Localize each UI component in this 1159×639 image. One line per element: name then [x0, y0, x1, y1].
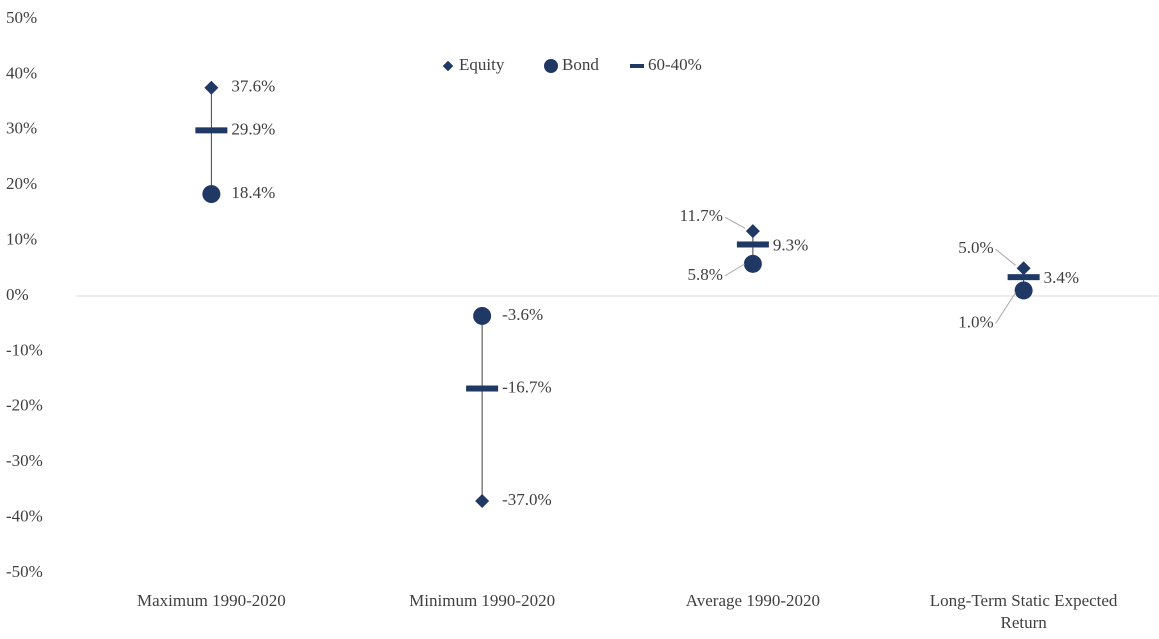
dash-marker: [195, 127, 228, 134]
x-tick-label: Long-Term Static Expected Return: [929, 591, 1118, 632]
diamond-marker: [204, 80, 219, 95]
legend-marker: [544, 59, 558, 73]
circle-marker: [202, 185, 221, 204]
data-label: 29.9%: [231, 119, 275, 138]
data-label: -37.0%: [502, 490, 552, 509]
diamond-marker: [745, 224, 760, 239]
data-label: 9.3%: [773, 235, 808, 254]
x-tick-label: Average 1990-2020: [685, 591, 820, 610]
leader-line: [995, 248, 1016, 266]
data-label: 5.0%: [958, 238, 993, 257]
dash-marker: [1007, 274, 1040, 281]
circle-marker: [473, 306, 492, 325]
y-tick-label: -20%: [6, 396, 43, 415]
y-tick-label: 10%: [6, 230, 37, 249]
data-label: -16.7%: [502, 377, 552, 396]
diamond-marker: [475, 493, 490, 508]
data-label: 37.6%: [231, 77, 275, 96]
dash-marker: [466, 385, 499, 392]
x-tick-label: Maximum 1990-2020: [137, 591, 286, 610]
y-tick-label: -30%: [6, 451, 43, 470]
y-tick-label: 30%: [6, 119, 37, 138]
y-tick-label: -10%: [6, 340, 43, 359]
legend-label: Bond: [562, 55, 599, 74]
data-label: 3.4%: [1044, 268, 1079, 287]
y-tick-label: 0%: [6, 285, 29, 304]
leader-line: [724, 263, 746, 277]
y-tick-label: 40%: [6, 63, 37, 82]
y-tick-label: 50%: [6, 8, 37, 27]
y-tick-label: 20%: [6, 174, 37, 193]
leader-line: [995, 292, 1017, 324]
x-tick-label: Minimum 1990-2020: [409, 591, 556, 610]
legend-marker: [442, 60, 454, 72]
diamond-marker: [1016, 261, 1031, 276]
data-label: 5.8%: [687, 265, 722, 284]
legend-label: 60-40%: [648, 55, 702, 74]
data-label: -3.6%: [502, 305, 543, 324]
data-label: 18.4%: [231, 183, 275, 202]
circle-marker: [1014, 281, 1033, 300]
data-label: 11.7%: [680, 206, 723, 225]
y-tick-label: -40%: [6, 507, 43, 526]
data-label: 1.0%: [958, 312, 993, 331]
leader-line: [724, 216, 746, 229]
y-tick-label: -50%: [6, 562, 43, 581]
dash-marker: [736, 241, 769, 248]
circle-marker: [743, 254, 762, 273]
legend-marker: [630, 64, 644, 68]
legend-label: Equity: [459, 55, 505, 74]
